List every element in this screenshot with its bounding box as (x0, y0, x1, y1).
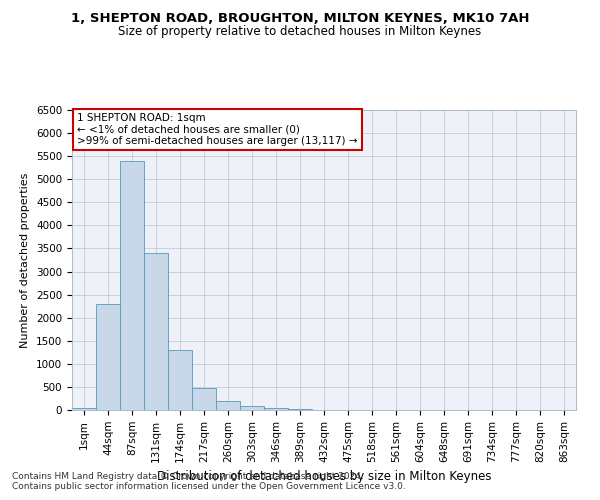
Bar (216, 401, 240, 410)
Bar (72, 408, 96, 410)
Bar (264, 408, 288, 410)
Bar (120, 161, 144, 410)
Y-axis label: Number of detached properties: Number of detached properties (20, 172, 31, 348)
Bar (144, 253, 168, 410)
Bar (288, 408, 312, 410)
Bar (168, 350, 192, 410)
Text: Contains public sector information licensed under the Open Government Licence v3: Contains public sector information licen… (12, 482, 406, 491)
X-axis label: Distribution of detached houses by size in Milton Keynes: Distribution of detached houses by size … (157, 470, 491, 483)
Text: 1 SHEPTON ROAD: 1sqm
← <1% of detached houses are smaller (0)
>99% of semi-detac: 1 SHEPTON ROAD: 1sqm ← <1% of detached h… (77, 113, 358, 146)
Text: 1, SHEPTON ROAD, BROUGHTON, MILTON KEYNES, MK10 7AH: 1, SHEPTON ROAD, BROUGHTON, MILTON KEYNE… (71, 12, 529, 26)
Bar (192, 388, 216, 410)
Bar (240, 406, 264, 410)
Text: Contains HM Land Registry data © Crown copyright and database right 2024.: Contains HM Land Registry data © Crown c… (12, 472, 364, 481)
Text: Size of property relative to detached houses in Milton Keynes: Size of property relative to detached ho… (118, 25, 482, 38)
Bar (96, 304, 120, 410)
